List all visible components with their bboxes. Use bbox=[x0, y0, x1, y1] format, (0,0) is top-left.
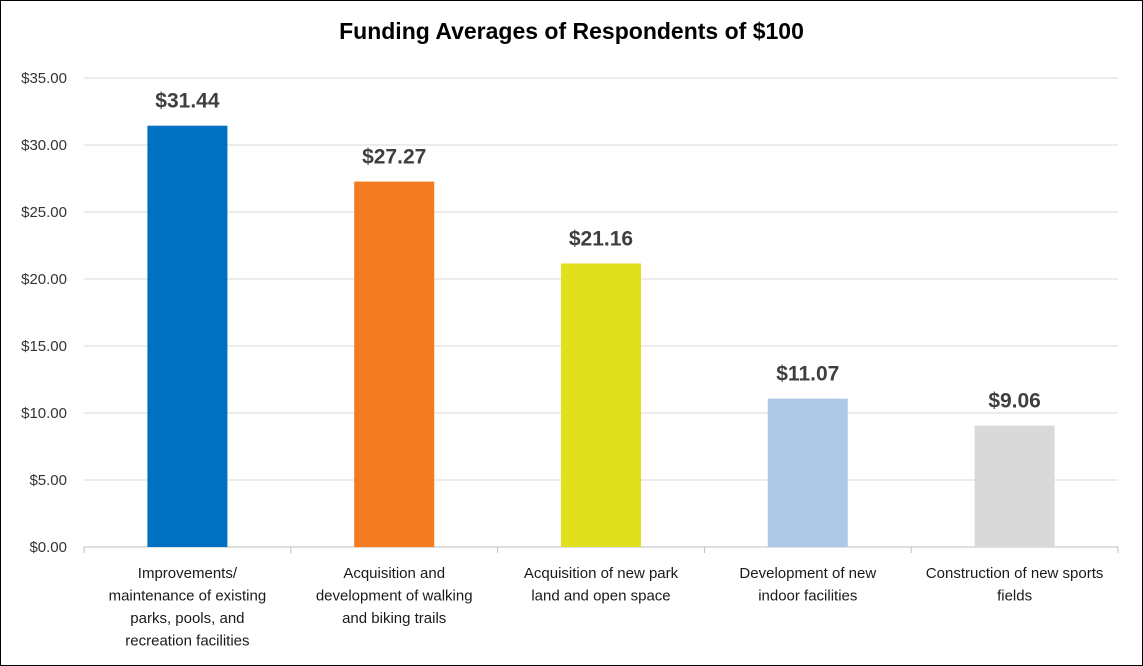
y-tick-label: $5.00 bbox=[29, 472, 67, 489]
x-tick-label: Acquisition of new park land and open spa… bbox=[524, 565, 679, 605]
x-tick-label-line: parks, pools, and bbox=[130, 610, 244, 627]
y-tick-label: $35.00 bbox=[21, 70, 67, 87]
x-tick-label-line: Development of new bbox=[739, 565, 876, 582]
x-tick-label: Development of new indoor facilities bbox=[739, 565, 876, 605]
x-tick-label-line: development of walking bbox=[316, 588, 473, 605]
y-tick-label: $10.00 bbox=[21, 405, 67, 422]
x-tick-label-line: and biking trails bbox=[342, 610, 446, 627]
x-tick-label-line: maintenance of existing bbox=[109, 588, 267, 605]
bar bbox=[974, 425, 1055, 547]
axes bbox=[83, 546, 1119, 553]
y-tick-label: $20.00 bbox=[21, 271, 67, 288]
chart-title: Funding Averages of Respondents of $100 bbox=[339, 18, 804, 44]
x-tick-label-line: Improvements/ bbox=[138, 565, 238, 582]
y-tick-label: $0.00 bbox=[29, 539, 67, 556]
bar bbox=[767, 398, 848, 547]
bar bbox=[561, 263, 641, 547]
data-label: $31.44 bbox=[155, 90, 220, 113]
y-tick-label: $15.00 bbox=[21, 338, 67, 355]
bar bbox=[354, 181, 435, 547]
x-tick-label-line: land and open space bbox=[531, 588, 670, 605]
x-tick-label-line: Construction of new sports bbox=[926, 565, 1104, 582]
bar bbox=[147, 125, 228, 547]
x-tick-label: Acquisition and development of walking and… bbox=[316, 565, 473, 627]
x-tick-label-line: fields bbox=[997, 588, 1032, 605]
y-tick-label: $30.00 bbox=[21, 137, 67, 154]
x-tick-label-line: Acquisition of new park bbox=[524, 565, 679, 582]
data-label: $9.06 bbox=[988, 390, 1041, 413]
bars bbox=[147, 125, 1055, 547]
x-tick-label-line: indoor facilities bbox=[758, 588, 857, 605]
data-label: $11.07 bbox=[776, 363, 839, 386]
x-tick-label: Construction of new sports fields bbox=[926, 565, 1104, 605]
x-tick-label-line: recreation facilities bbox=[125, 633, 249, 650]
x-tick-label: Improvements/maintenance of existing park… bbox=[109, 565, 267, 650]
data-label: $21.16 bbox=[569, 227, 633, 250]
data-label: $27.27 bbox=[362, 146, 426, 169]
y-tick-label: $25.00 bbox=[21, 204, 67, 221]
labels: $0.00 $5.00 $10.00 $15.00 $20.00 $25.00 $30.00… bbox=[21, 70, 1103, 650]
x-tick-label-line: Acquisition and bbox=[343, 565, 445, 582]
